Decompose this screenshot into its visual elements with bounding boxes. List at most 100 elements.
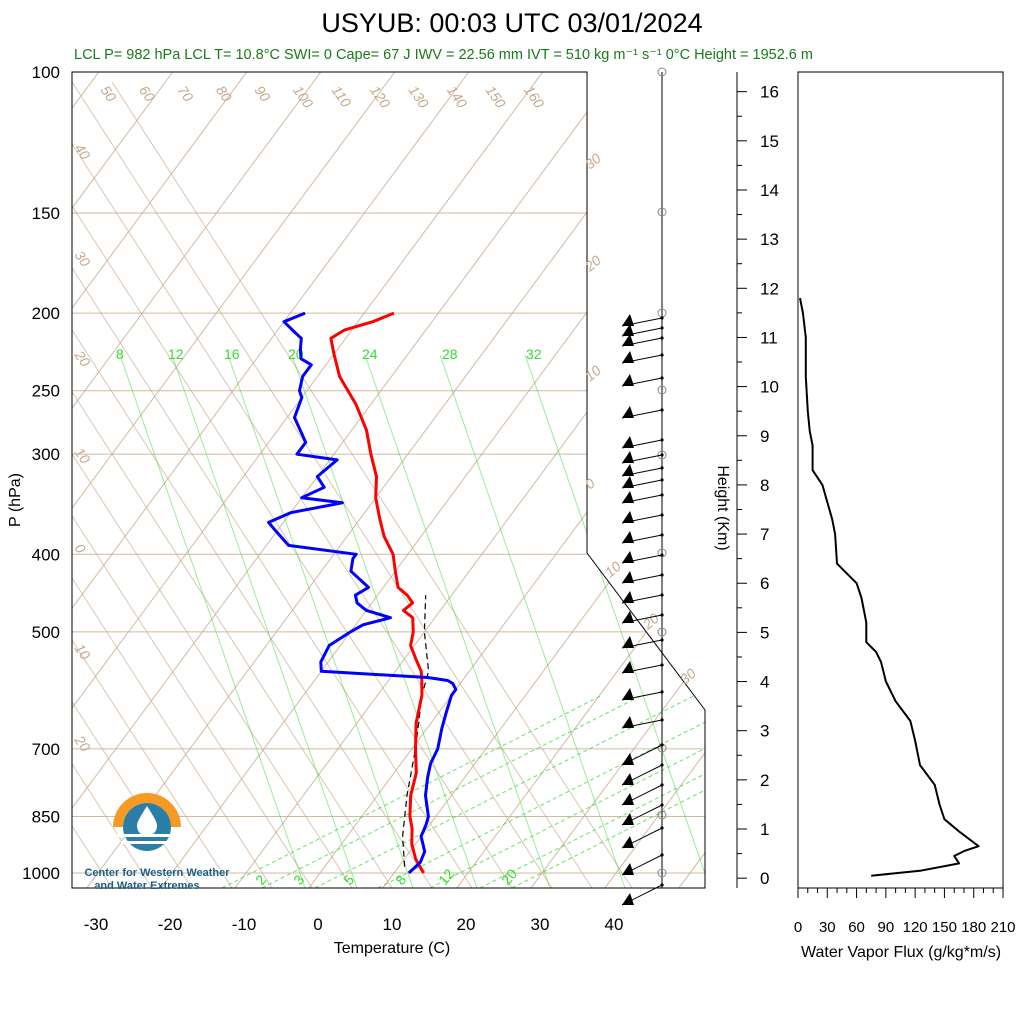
height-tick-label: 15 xyxy=(760,132,779,151)
y-tick-label: 500 xyxy=(32,623,60,642)
flux-tick-label: 180 xyxy=(961,919,986,936)
wind-barb-flag xyxy=(622,793,634,805)
wind-barb-dot xyxy=(660,883,664,887)
wind-barb-dot xyxy=(660,593,664,597)
dry-adiabat-line xyxy=(111,81,633,888)
wind-barb-dot xyxy=(660,613,664,617)
wind-barb-flag xyxy=(622,636,634,648)
wind-level-circle xyxy=(657,67,667,77)
dry-adiabat-label: 60 xyxy=(136,83,158,105)
dry-adiabat-line xyxy=(72,81,593,888)
wind-barb-flag xyxy=(622,324,634,336)
logo-drop xyxy=(137,806,157,836)
mixing-ratio-label-lower: 3 xyxy=(290,872,307,888)
wind-barb-flag xyxy=(622,406,634,418)
wind-barb-flag xyxy=(622,571,634,583)
wind-barb-dot xyxy=(660,478,664,482)
cw3e-logo: Center for Western Weather and Water Ext… xyxy=(84,793,230,892)
wind-barb-dot xyxy=(660,453,664,457)
x-tick-label: -30 xyxy=(84,915,109,934)
wind-barb-dot xyxy=(660,743,664,747)
mixing-ratio-line xyxy=(377,694,705,888)
logo-sun-arc xyxy=(113,793,181,827)
mixing-ratio-label-lower: 8 xyxy=(392,872,409,888)
flux-panel-frame xyxy=(797,71,1004,889)
isotherm-label-left: 30 xyxy=(72,248,94,270)
dry-adiabat-label: 50 xyxy=(98,83,120,105)
logo-text-line1: Center for Western Weather xyxy=(84,867,230,879)
height-tick-label: 4 xyxy=(760,673,769,692)
wind-barb-flag xyxy=(622,551,634,563)
isotherm-line xyxy=(233,72,705,888)
skewt-frame xyxy=(71,71,706,889)
dry-adiabat-line xyxy=(72,81,313,888)
dry-adiabat-label: 160 xyxy=(521,83,548,111)
dry-adiabat-label: 120 xyxy=(367,83,394,111)
mixing-ratio-line xyxy=(261,694,643,888)
mixing-ratio-label-upper: 28 xyxy=(442,346,458,362)
dry-adiabat-label: 70 xyxy=(175,83,197,105)
height-tick-label: 0 xyxy=(760,869,769,888)
isotherm-line xyxy=(529,72,705,888)
height-tick-label: 8 xyxy=(760,476,769,495)
flux-tick-label: 150 xyxy=(932,919,957,936)
temperature-line xyxy=(329,311,425,874)
x-tick-label: 30 xyxy=(531,915,550,934)
wind-barb-dot xyxy=(660,718,664,722)
logo-text-line2: and Water Extremes xyxy=(94,880,199,892)
height-tick-label: 14 xyxy=(760,181,779,200)
flux-tick-label: 30 xyxy=(819,919,836,936)
wind-barb-flag xyxy=(622,314,634,326)
y-tick-label: 1000 xyxy=(22,864,60,883)
dry-adiabat-line xyxy=(72,81,473,888)
dry-adiabat-line xyxy=(72,81,553,888)
mixing-ratio-label-upper: 32 xyxy=(526,346,542,362)
wind-barb-flag xyxy=(622,464,634,476)
isotherm-line xyxy=(307,72,705,888)
height-axis-title: Height (Km) xyxy=(714,465,731,550)
logo-wave-2 xyxy=(121,841,173,844)
wind-level-circle xyxy=(657,868,667,878)
wind-level-circle xyxy=(657,810,667,820)
moist-adiabat-line xyxy=(119,354,306,888)
height-tick-label: 16 xyxy=(760,83,779,102)
height-tick-label: 13 xyxy=(760,230,779,249)
height-tick-label: 1 xyxy=(760,820,769,839)
x-tick-label: 20 xyxy=(457,915,476,934)
isotherm-label-right: 10 xyxy=(582,362,604,384)
flux-tick-label: 60 xyxy=(848,919,865,936)
dry-adiabat-line xyxy=(72,81,233,888)
isotherm-label-left: 20 xyxy=(71,732,94,755)
wind-barb-flag xyxy=(622,661,634,673)
dry-adiabat-line xyxy=(72,81,513,888)
dry-adiabat-label: 80 xyxy=(213,83,235,105)
wind-barb-flag xyxy=(622,374,634,386)
y-tick-label: 700 xyxy=(32,740,60,759)
wind-barb-flag xyxy=(622,688,634,700)
mixing-ratio-line xyxy=(429,694,705,888)
wind-barb-dot xyxy=(660,663,664,667)
isotherm-line xyxy=(381,72,705,888)
wind-barb-flag xyxy=(622,334,634,346)
wind-barb-dot xyxy=(660,803,664,807)
isotherm-line xyxy=(72,72,470,888)
y-tick-label: 150 xyxy=(32,204,60,223)
dry-adiabat-label: 110 xyxy=(329,83,355,111)
moist-adiabat-line xyxy=(439,354,626,888)
isotherm-line xyxy=(159,72,705,888)
wind-barb-dot xyxy=(660,553,664,557)
mixing-ratio-line xyxy=(479,694,705,888)
height-tick-label: 10 xyxy=(760,378,779,397)
wind-barb-flag xyxy=(622,511,634,523)
wind-barb-dot xyxy=(660,638,664,642)
flux-axis-title: Water Vapor Flux (g/kg*m/s) xyxy=(801,944,1001,961)
x-tick-label: 10 xyxy=(383,915,402,934)
skewt-grid xyxy=(72,72,705,888)
wind-barb-dot xyxy=(660,466,664,470)
height-tick-label: 3 xyxy=(760,722,769,741)
wind-barb-dot xyxy=(660,438,664,442)
height-tick-label: 9 xyxy=(760,427,769,446)
wind-level-circle xyxy=(657,548,667,558)
y-tick-label: 850 xyxy=(32,807,60,826)
